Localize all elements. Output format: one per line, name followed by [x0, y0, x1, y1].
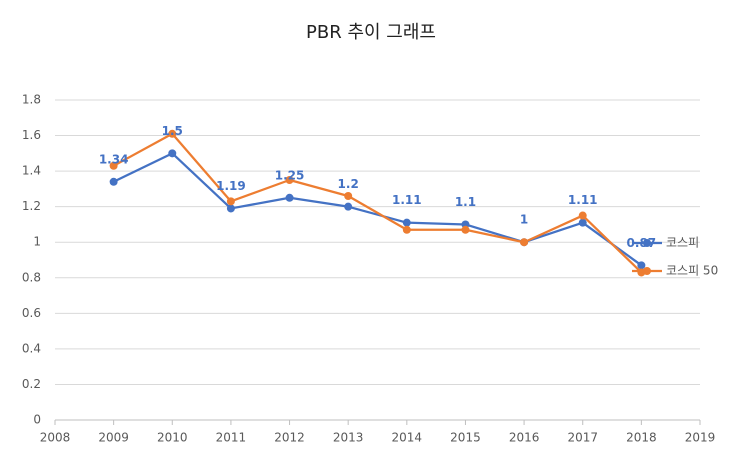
x-tick-label: 2012: [274, 431, 305, 445]
y-tick-label: 0.8: [22, 270, 41, 284]
legend-label: 코스피 50: [666, 264, 718, 278]
x-tick-label: 2016: [509, 431, 540, 445]
data-point: [285, 176, 294, 184]
series-line: [113, 132, 643, 274]
chart-title: PBR 추이 그래프: [306, 22, 436, 43]
data-label: 1: [520, 213, 528, 227]
y-tick-label: 1: [33, 235, 41, 249]
data-point: [344, 192, 353, 200]
legend-marker: [643, 267, 651, 275]
y-tick-label: 0.4: [22, 341, 41, 355]
data-point: [109, 161, 118, 170]
series-line: [113, 152, 643, 267]
data-point: [168, 129, 177, 138]
y-tick-label: 1.4: [22, 164, 41, 178]
data-point: [402, 218, 411, 227]
data-point: [578, 211, 587, 220]
data-label: 1.2: [338, 177, 359, 191]
data-point: [109, 177, 118, 186]
data-point: [344, 202, 353, 211]
x-tick-label: 2011: [216, 431, 247, 445]
x-tick-label: 2010: [157, 431, 188, 445]
y-tick-label: 1.8: [22, 93, 41, 107]
y-tick-label: 0: [33, 413, 41, 427]
x-tick-label: 2015: [450, 431, 481, 445]
data-point: [285, 193, 294, 202]
data-label: 1.11: [568, 193, 598, 207]
x-tick-label: 2014: [392, 431, 423, 445]
x-tick-label: 2013: [333, 431, 364, 445]
data-point: [226, 204, 235, 213]
legend-label: 코스피: [666, 236, 699, 250]
data-label: 1.1: [455, 195, 476, 209]
x-tick-label: 2009: [98, 431, 129, 445]
x-tick-label: 2008: [40, 431, 71, 445]
data-label: 1.11: [392, 193, 422, 207]
data-point: [520, 238, 529, 247]
data-label: 1.19: [216, 179, 246, 193]
data-point: [578, 218, 587, 227]
y-tick-label: 0.2: [22, 377, 41, 391]
y-tick-label: 0.6: [22, 306, 41, 320]
x-tick-label: 2019: [685, 431, 716, 445]
data-label: 1.5: [162, 124, 183, 138]
data-label: 1.25: [275, 168, 305, 182]
data-point: [461, 225, 470, 234]
legend-marker: [643, 239, 651, 247]
data-point: [402, 225, 411, 234]
data-point: [168, 149, 177, 158]
data-point: [637, 261, 646, 270]
x-tick-label: 2018: [626, 431, 657, 445]
data-label: 1.34: [99, 152, 129, 166]
y-tick-label: 1.2: [22, 199, 41, 213]
x-tick-label: 2017: [567, 431, 598, 445]
data-point: [226, 197, 235, 206]
y-tick-label: 1.6: [22, 128, 41, 142]
